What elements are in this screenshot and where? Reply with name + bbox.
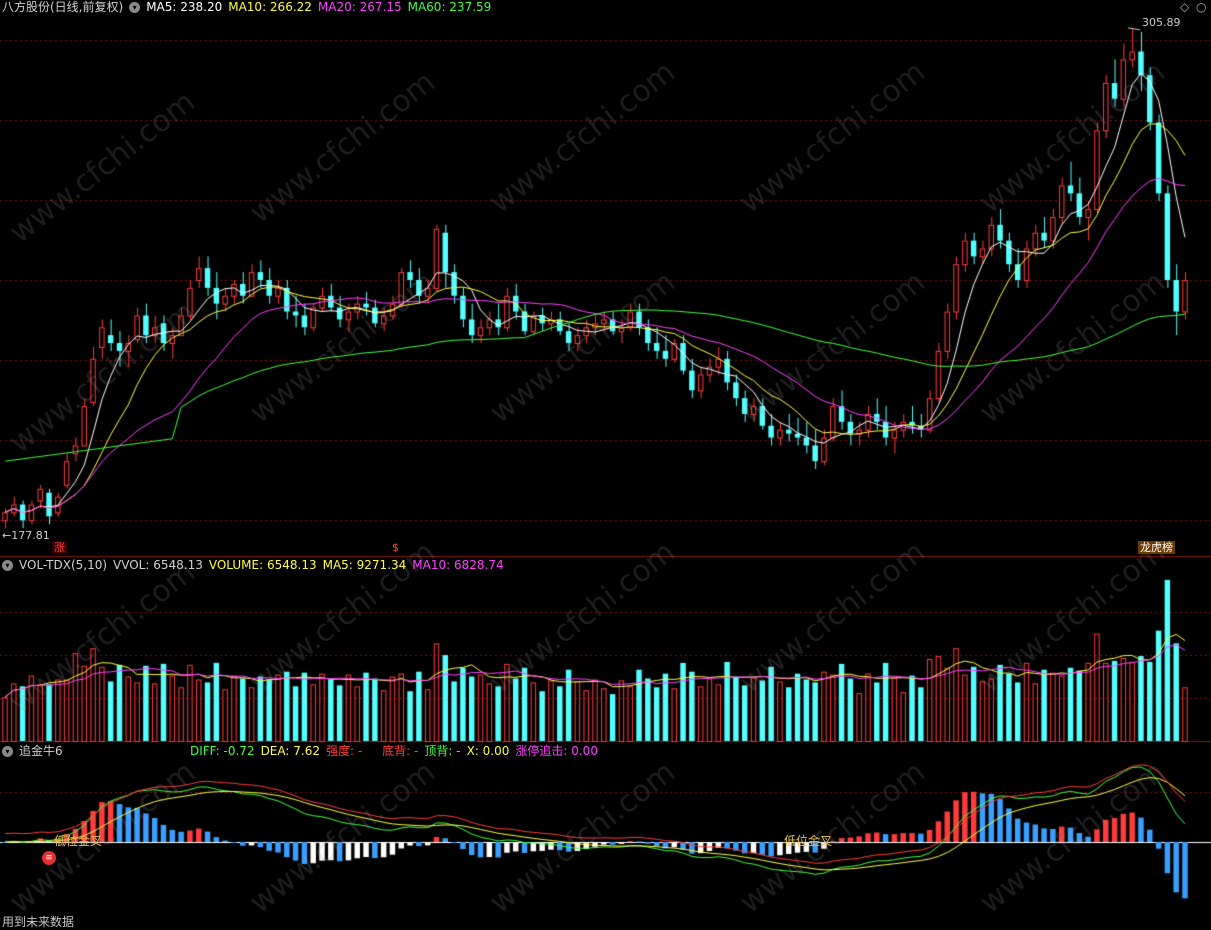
ma60-label: MA60: 237.59	[407, 0, 492, 14]
high-price-label: 305.89	[1142, 16, 1181, 29]
collapse-icon[interactable]: ▾	[129, 2, 141, 13]
low-price-label: ←177.81	[2, 529, 50, 542]
bottom-div-label: 底背: -	[382, 744, 419, 758]
ind-title[interactable]: 追金牛6	[19, 744, 63, 758]
volume-panel-header: ▾ VOL-TDX(5,10) VVOL: 6548.13 VOLUME: 6548.…	[2, 558, 510, 572]
chase-label: 涨停追击: 0.00	[515, 744, 598, 758]
signal-ball-icon: ≡	[42, 851, 56, 865]
main-panel-header: 八方股份(日线,前复权) ▾ MA5: 238.20 MA10: 266.22 MA20…	[2, 0, 497, 14]
collapse-icon[interactable]: ▾	[2, 746, 13, 757]
dea-label: DEA: 7.62	[260, 744, 320, 758]
stock-title[interactable]: 八方股份(日线,前复权)	[2, 0, 124, 14]
money-tag[interactable]: $	[392, 541, 399, 554]
low-cross-label-1: 低位金叉	[54, 834, 103, 848]
vvol-label: VVOL: 6548.13	[113, 558, 203, 572]
indicator-panel-header: ▾ 追金牛6	[2, 744, 69, 758]
longhu-tag[interactable]: 龙虎榜	[1138, 541, 1175, 554]
zhang-tag[interactable]: 涨	[52, 541, 67, 554]
vol-ma5-label: MA5: 9271.34	[322, 558, 407, 572]
diff-label: DIFF: -0.72	[190, 744, 255, 758]
x-label: X: 0.00	[466, 744, 510, 758]
volume-label: VOLUME: 6548.13	[208, 558, 317, 572]
vol-ma10-label: MA10: 6828.74	[412, 558, 504, 572]
future-data-note: 用到未来数据	[2, 915, 75, 929]
ma5-label: MA5: 238.20	[146, 0, 223, 14]
indicator-values: DIFF: -0.72 DEA: 7.62 强度: - 底背: - 顶背: - X: 0.…	[190, 744, 604, 758]
vol-title[interactable]: VOL-TDX(5,10)	[19, 558, 108, 572]
circle-icon[interactable]: ○	[1196, 0, 1207, 14]
strength-label: 强度: -	[325, 744, 363, 758]
low-cross-label-2: 低位金叉	[784, 834, 833, 848]
collapse-icon[interactable]: ▾	[2, 560, 13, 571]
diamond-icon[interactable]: ◇	[1180, 0, 1190, 14]
ma10-label: MA10: 266.22	[228, 0, 312, 14]
ma20-label: MA20: 267.15	[317, 0, 402, 14]
top-div-label: 顶背: -	[424, 744, 461, 758]
